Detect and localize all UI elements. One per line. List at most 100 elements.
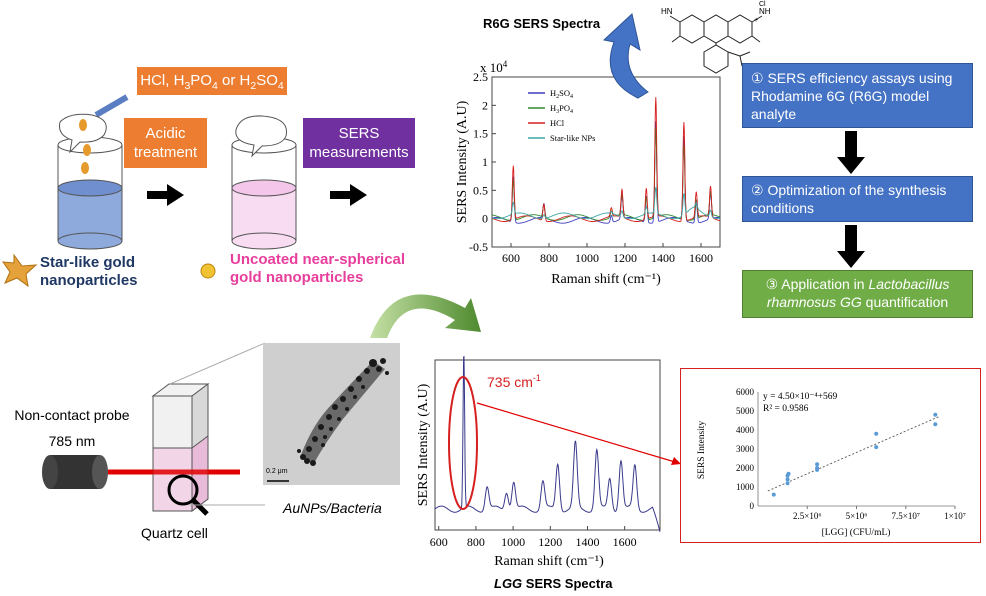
cal-ylabel: SERS Intensity bbox=[697, 421, 707, 480]
arrow-right-2 bbox=[330, 184, 367, 206]
r6g-molecule: HN NH Cl + bbox=[661, 1, 771, 74]
pipette bbox=[94, 94, 129, 118]
cal-r2: R² = 0.9586 bbox=[763, 404, 809, 414]
uncoated-label: Uncoated near-spherical gold nanoparticl… bbox=[230, 251, 406, 286]
calibration-frame bbox=[680, 368, 981, 543]
cal-ytick-label: 3000 bbox=[736, 444, 755, 454]
cal-point bbox=[874, 431, 879, 436]
quartz-cell bbox=[151, 383, 210, 512]
mol-plus: + bbox=[754, 17, 758, 24]
r6g-xtick-label: 1600 bbox=[689, 251, 713, 265]
magnifier-icon bbox=[167, 474, 209, 516]
legend-hcl: HCl bbox=[550, 118, 565, 128]
cal-point bbox=[933, 422, 938, 427]
r6g-series-2 bbox=[491, 97, 721, 222]
aunps-bacteria-label: AuNPs/Bacteria bbox=[283, 500, 382, 516]
lgg-xtick-label: 800 bbox=[467, 535, 485, 549]
cal-point bbox=[815, 462, 820, 467]
r6g-ytick-label: 1 bbox=[482, 155, 488, 169]
r6g-x-ticks: 600 800 1000 1200 1400 1600 bbox=[502, 243, 713, 265]
r6g-ytick-label: 2 bbox=[482, 98, 488, 112]
legend-h3po4: H3PO4 bbox=[550, 103, 573, 115]
legend-star: Star-like NPs bbox=[550, 133, 595, 143]
cal-ytick-label: 5000 bbox=[736, 406, 755, 416]
probe-setup bbox=[42, 342, 265, 516]
cal-xtick-label: 5×10⁶ bbox=[846, 511, 868, 521]
cal-point bbox=[815, 466, 820, 470]
r6g-series-3 bbox=[491, 187, 720, 220]
quartz-cell-label: Quartz cell bbox=[141, 525, 208, 541]
curved-arrow-top bbox=[602, 13, 649, 99]
acids-label: HCl, H3PO4 or H2SO4 bbox=[137, 67, 287, 95]
r6g-title: R6G SERS Spectra bbox=[483, 16, 601, 31]
lgg-ylabel: SERS Intensity (A.U) bbox=[416, 383, 431, 506]
lgg-series bbox=[434, 355, 661, 533]
cal-point bbox=[785, 477, 790, 482]
lgg-xtick-label: 600 bbox=[430, 535, 448, 549]
workflow-step-3: ③ Application in Lactobacillus rhamnosus… bbox=[742, 270, 973, 318]
sers-measurements-box: SERS measurements bbox=[303, 118, 415, 168]
r6g-chart: x 104 2.5 2 1.5 1 0.5 0 -0.5 600 800 1000 1200 140… bbox=[455, 59, 721, 287]
r6g-xlabel: Raman shift (cm⁻¹) bbox=[551, 272, 661, 287]
r6g-xtick-label: 800 bbox=[540, 251, 558, 265]
probe-label: Non-contact probe 785 nm bbox=[14, 407, 130, 449]
r6g-y-ticks: 2.5 2 1.5 1 0.5 0 -0.5 bbox=[469, 70, 496, 254]
tem-image: 0.2 μm bbox=[263, 343, 400, 485]
lgg-title: LGG SERS Spectra bbox=[494, 576, 613, 591]
mol-nh: NH bbox=[759, 7, 771, 16]
calibration-chart: 6000 5000 4000 3000 2000 1000 0 2.5×10⁶ 5×10⁶ 7.… bbox=[697, 387, 966, 538]
lgg-xtick-label: 1400 bbox=[575, 535, 599, 549]
mol-cl: Cl bbox=[759, 1, 766, 8]
cal-point bbox=[786, 471, 791, 476]
cal-point bbox=[874, 445, 879, 450]
down-arrow-2 bbox=[837, 225, 865, 268]
cal-equation: y = 4.50×10⁻⁴+569 bbox=[763, 392, 838, 402]
r6g-ytick-label: -0.5 bbox=[469, 240, 488, 254]
lgg-xlabel: Raman shift (cm⁻¹) bbox=[494, 554, 604, 569]
probe bbox=[42, 455, 108, 489]
r6g-xtick-label: 600 bbox=[502, 251, 520, 265]
lgg-xtick-label: 1600 bbox=[613, 535, 637, 549]
lgg-xtick-label: 1000 bbox=[501, 535, 525, 549]
cal-xtick-label: 1×10⁷ bbox=[944, 511, 966, 521]
lgg-chart: 600 800 1000 1200 1400 1600 735 cm-1 Raman sh… bbox=[416, 355, 661, 569]
r6g-xtick-label: 1200 bbox=[613, 251, 637, 265]
r6g-ytick-label: 2.5 bbox=[473, 70, 488, 84]
lgg-annotation: 735 cm-1 bbox=[487, 373, 541, 390]
cal-point bbox=[785, 481, 790, 486]
workflow-step-2: ② Optimization of the synthesis conditio… bbox=[742, 176, 973, 222]
cal-ytick-label: 1000 bbox=[736, 482, 755, 492]
lgg-plot-area bbox=[434, 359, 661, 531]
r6g-ylabel: SERS Intensity (A.U) bbox=[455, 100, 470, 223]
beaker-1 bbox=[57, 113, 123, 250]
scale-bar-label: 0.2 μm bbox=[266, 468, 288, 475]
nanoparticle-dots bbox=[297, 358, 389, 466]
treatment-illustration bbox=[1, 94, 367, 288]
workflow-step-1: ① SERS efficiency assays using Rhodamine… bbox=[742, 63, 973, 128]
cal-ytick-label: 0 bbox=[750, 501, 755, 511]
lgg-spectrum-line bbox=[434, 355, 661, 533]
r6g-xtick-label: 1400 bbox=[651, 251, 675, 265]
cal-trendline-line bbox=[767, 416, 940, 492]
cal-points bbox=[771, 412, 938, 497]
star-like-label: Star-like gold nanoparticles bbox=[40, 254, 138, 289]
down-arrow-1 bbox=[837, 131, 865, 174]
peak-highlight bbox=[448, 376, 478, 510]
cal-ytick-label: 4000 bbox=[736, 425, 755, 435]
r6g-legend: H2SO4 H3PO4 HCl Star-like NPs bbox=[528, 88, 595, 143]
cal-point bbox=[933, 412, 938, 417]
cal-xtick-label: 7.5×10⁷ bbox=[892, 511, 920, 521]
cal-trendline bbox=[767, 416, 940, 492]
cal-point bbox=[771, 492, 776, 497]
arrow-right-1 bbox=[147, 184, 184, 206]
curved-arrow-green bbox=[370, 294, 481, 338]
sphere-nanoparticle-icon bbox=[200, 263, 216, 279]
r6g-ytick-label: 1.5 bbox=[473, 127, 488, 141]
r6g-ytick-label: 0.5 bbox=[473, 183, 488, 197]
star-nanoparticle-icon bbox=[1, 253, 38, 288]
r6g-series bbox=[491, 97, 721, 224]
acidic-treatment-box: Acidic treatment bbox=[124, 118, 207, 168]
cal-xtick-label: 2.5×10⁶ bbox=[793, 511, 821, 521]
r6g-y-multiplier: x 104 bbox=[480, 59, 508, 75]
r6g-xtick-label: 1000 bbox=[575, 251, 599, 265]
